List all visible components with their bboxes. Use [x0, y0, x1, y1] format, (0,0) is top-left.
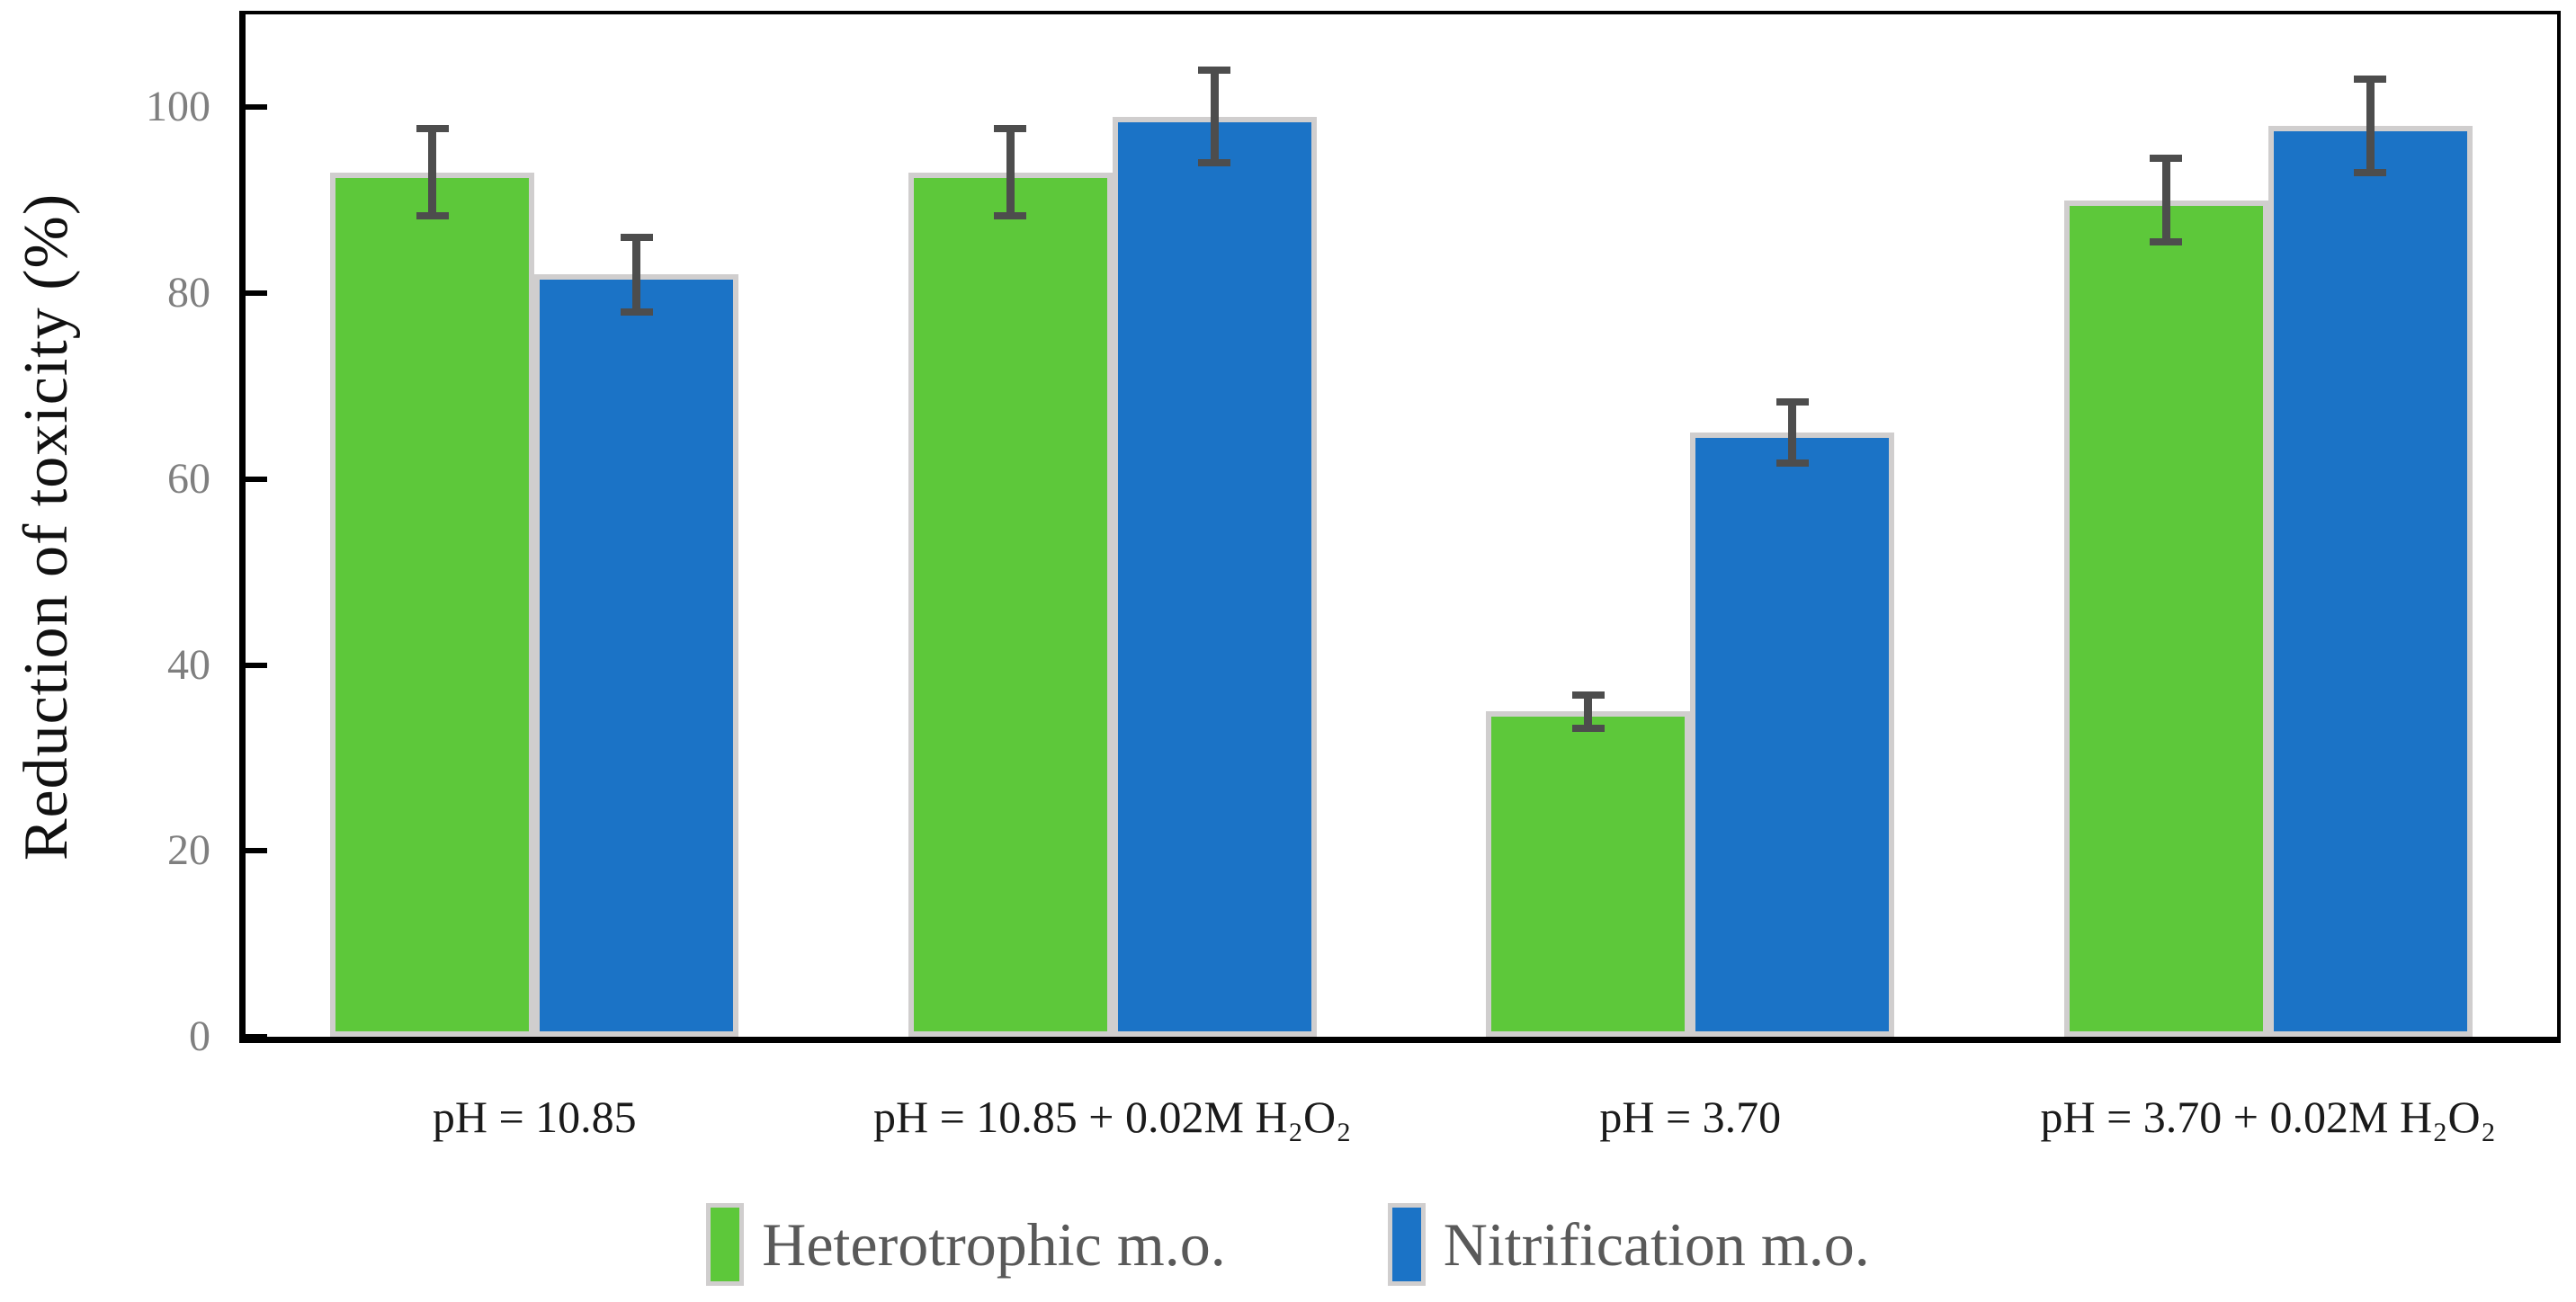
y-axis-tick-label: 0 [189, 1012, 210, 1060]
error-bar-cap [1775, 459, 1809, 468]
legend-item: Heterotrophic m.o. [706, 1203, 1226, 1286]
category-label: pH = 10.85 [432, 1092, 637, 1142]
bar-nitrification-group2 [1112, 116, 1317, 1037]
y-axis-tick [246, 290, 267, 297]
legend: Heterotrophic m.o. Nitrification m.o. [0, 1203, 2576, 1286]
plot-area [239, 11, 2561, 1043]
error-bar-cap [1198, 67, 1231, 75]
category-label: pH = 3.70 + 0.02M H₂O₂ [2040, 1092, 2497, 1142]
error-bar-cap [620, 308, 653, 316]
bar-heterotrophic-group1 [330, 172, 535, 1037]
error-bar [1584, 694, 1593, 728]
legend-swatch [706, 1203, 745, 1286]
error-bar-cap [2150, 238, 2183, 246]
error-bar [428, 129, 437, 217]
y-axis-tick-label: 20 [167, 826, 210, 875]
error-bar-cap [1775, 398, 1809, 406]
bar-nitrification-group3 [1690, 433, 1895, 1037]
error-bar [632, 237, 641, 312]
bar-heterotrophic-group3 [1486, 711, 1691, 1037]
y-axis-tick [246, 848, 267, 854]
error-bar-cap [1198, 159, 1231, 167]
category-label: pH = 10.85 + 0.02M H₂O₂ [872, 1092, 1352, 1142]
bars-layer [246, 14, 2557, 1039]
error-bar-cap [994, 125, 1027, 133]
error-bar-cap [2354, 168, 2387, 176]
error-bar-cap [2354, 76, 2387, 84]
error-bar [2366, 79, 2375, 173]
error-bar-cap [416, 212, 449, 220]
error-bar [1210, 70, 1219, 164]
error-bar-cap [620, 234, 653, 242]
error-bar-cap [1571, 691, 1605, 699]
legend-label: Nitrification m.o. [1443, 1209, 1870, 1279]
error-bar [1788, 402, 1797, 464]
y-axis-tick [246, 1034, 267, 1039]
y-axis-tick-label: 100 [146, 83, 210, 131]
bar-heterotrophic-group4 [2063, 200, 2268, 1037]
error-bar-cap [1571, 724, 1605, 732]
category-label: pH = 3.70 [1599, 1092, 1782, 1142]
y-axis-tick-label: 60 [167, 454, 210, 503]
bar-nitrification-group4 [2267, 126, 2473, 1037]
y-axis-tick-label: 40 [167, 640, 210, 689]
y-axis-tick-label: 80 [167, 269, 210, 317]
error-bar [1006, 129, 1015, 217]
error-bar-cap [416, 125, 449, 133]
y-axis-tick [246, 662, 267, 668]
legend-item: Nitrification m.o. [1387, 1203, 1870, 1286]
bar-heterotrophic-group2 [908, 172, 1113, 1037]
y-axis-tick [246, 476, 267, 482]
bar-nitrification-group1 [534, 274, 739, 1037]
error-bar [2161, 158, 2170, 243]
legend-swatch [1387, 1203, 1426, 1286]
error-bar-cap [2150, 155, 2183, 163]
error-bar-cap [994, 212, 1027, 220]
y-axis-tick [246, 104, 267, 111]
legend-label: Heterotrophic m.o. [762, 1209, 1226, 1279]
